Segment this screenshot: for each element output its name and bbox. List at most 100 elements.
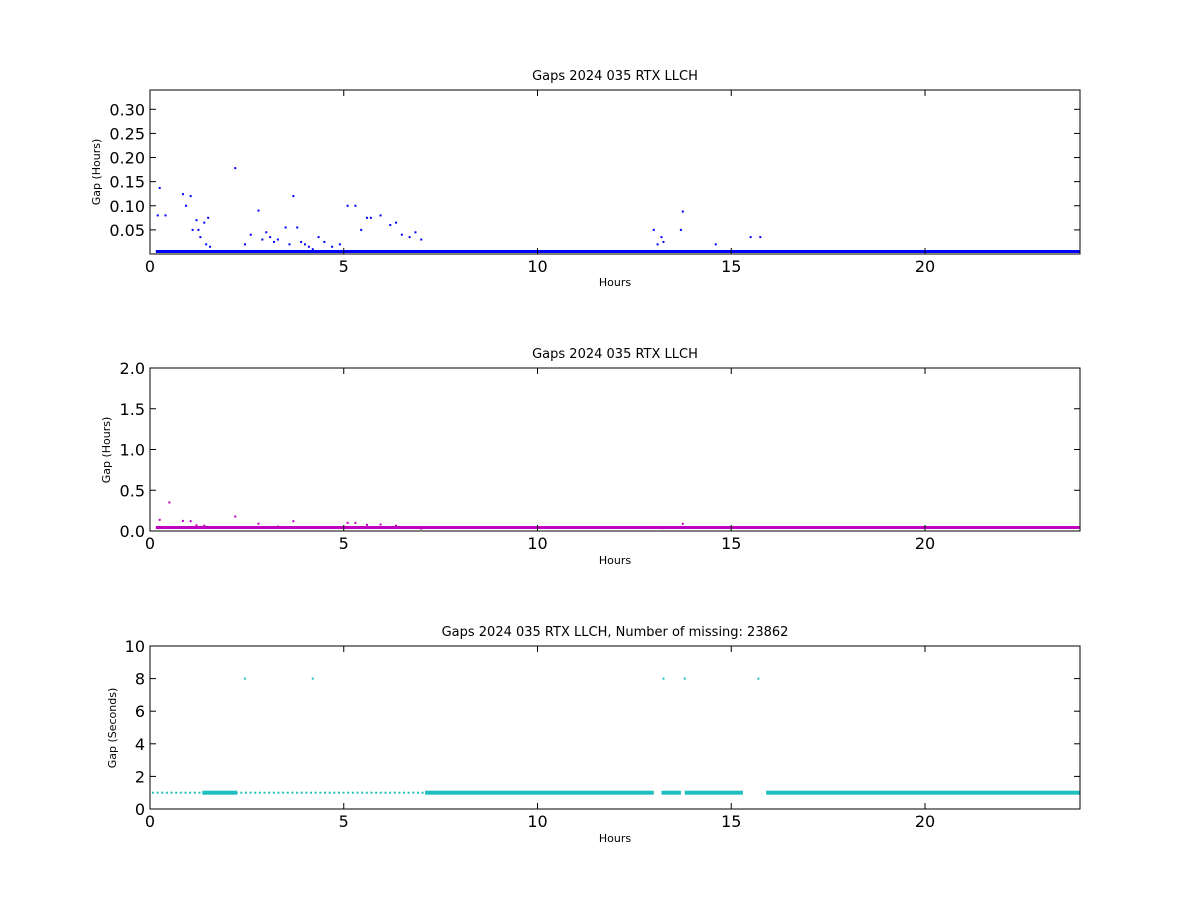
panel-1-data-point xyxy=(366,216,368,219)
panel-2-x-axis-label: Hours xyxy=(599,554,631,567)
panel-1-data-points xyxy=(155,167,1080,253)
panel-3-baseline-point xyxy=(398,791,401,794)
panel-1-data-point xyxy=(185,204,188,207)
panel-3-ticks: 0 5 10 15 20 0 2 4 6 8 10 xyxy=(125,637,1080,831)
panel-3-baseline-point xyxy=(333,791,336,794)
panel-3-baseline-point xyxy=(356,791,359,794)
panel-1-data-point xyxy=(273,240,275,243)
panel-3-baseline-point xyxy=(416,791,419,794)
panel-3-data-point xyxy=(662,677,665,680)
panel-1-data-point xyxy=(304,243,306,246)
panel-3-baseline-point xyxy=(310,791,313,794)
panel-1-data-point xyxy=(323,240,326,243)
panel-3-baseline-point xyxy=(235,791,238,794)
panel-3-baseline-point xyxy=(323,791,326,794)
panel-3-baseline-point xyxy=(296,791,299,794)
panel-1-title: Gaps 2024 035 RTX LLCH xyxy=(532,69,698,84)
panel-1-data-point xyxy=(354,204,357,207)
panel-3-baseline-point xyxy=(393,791,396,794)
panel-3-baseline-point xyxy=(170,791,173,794)
panel-2-data-point xyxy=(660,527,663,530)
panel-1-data-point xyxy=(195,219,198,222)
panel-3-baseline-segment xyxy=(684,790,743,795)
panel-3-baseline-point xyxy=(217,791,220,794)
panel-3-plot-frame xyxy=(149,645,1081,810)
panel-1-data-point xyxy=(395,221,398,224)
panel-2-data-point xyxy=(195,524,198,527)
panel-1-data-point xyxy=(317,236,320,239)
panel-3-baseline-point xyxy=(337,791,340,794)
panel-3-baseline-point xyxy=(272,791,275,794)
panel-1-data-point xyxy=(656,243,659,246)
panel-1-data-point xyxy=(311,248,314,251)
panel-1-data-point xyxy=(265,231,268,234)
panel-2-data-point xyxy=(189,520,192,523)
panel-3-baseline-point xyxy=(179,791,182,794)
panel-1-baseline-points xyxy=(155,250,1080,253)
panel-1-y-tick-label: 0.15 xyxy=(109,173,145,192)
panel-3-baseline-point xyxy=(230,791,233,794)
panel-2-baseline-points xyxy=(155,526,1080,529)
panel-2-data-point xyxy=(168,501,171,504)
panel-3-baseline-point xyxy=(258,791,261,794)
panel-3-y-tick-label: 10 xyxy=(125,637,145,656)
panel-1-data-point xyxy=(714,243,717,246)
panel-3-baseline-point xyxy=(286,791,289,794)
panel-1-data-point xyxy=(307,245,310,248)
panel-3-baseline-point xyxy=(207,791,210,794)
panel-3-baseline-point xyxy=(347,791,350,794)
panel-1-data-point xyxy=(414,231,417,234)
panel-3-x-tick-label: 0 xyxy=(145,812,155,831)
panel-1-data-point xyxy=(369,216,372,219)
panel-1-plot-frame xyxy=(149,89,1081,255)
panel-3-baseline-point xyxy=(305,791,308,794)
panel-3-baseline-point xyxy=(379,791,382,794)
panel-1-data-point xyxy=(276,238,279,241)
panel-1-data-point xyxy=(261,238,264,241)
panel-1-data-point xyxy=(338,243,341,246)
panel-1-data-point xyxy=(346,204,349,207)
panel-1-data-point xyxy=(191,228,194,231)
panel-3-data-point xyxy=(683,677,686,680)
panel-1-data-point xyxy=(164,214,167,217)
panel-3-gap-seconds: Gaps 2024 035 RTX LLCH, Number of missin… xyxy=(106,625,1081,845)
panel-3-data-point xyxy=(757,677,760,680)
panel-1-data-point xyxy=(331,245,334,248)
panel-1-data-point xyxy=(749,236,752,239)
panel-2-title: Gaps 2024 035 RTX LLCH xyxy=(532,347,698,362)
panel-2-data-point xyxy=(276,525,279,528)
panel-1-y-tick-label: 0.20 xyxy=(109,149,145,168)
panel-3-data-point xyxy=(311,677,314,680)
panel-1-data-point xyxy=(292,195,295,198)
panel-1-data-point xyxy=(257,209,260,212)
panel-3-baseline-point xyxy=(384,791,387,794)
panel-1-y-axis-label: Gap (Hours) xyxy=(90,139,103,206)
panel-3-baseline-point xyxy=(342,791,345,794)
panel-2-x-tick-label: 5 xyxy=(339,534,349,553)
panel-3-baseline-point xyxy=(221,791,224,794)
panel-1-data-point xyxy=(243,243,246,246)
panel-3-baseline-point xyxy=(403,791,406,794)
panel-1-data-point xyxy=(300,240,303,243)
panel-1-data-point xyxy=(679,228,682,231)
panel-3-baseline-point xyxy=(407,791,410,794)
panel-2-data-point xyxy=(158,518,161,521)
panel-2-data-point xyxy=(366,523,368,526)
panel-3-x-tick-label: 20 xyxy=(915,812,935,831)
panel-2-data-points xyxy=(155,501,1080,530)
panel-2-data-point xyxy=(346,521,349,524)
panel-3-baseline-segment xyxy=(425,790,654,795)
panel-3-baseline-point xyxy=(165,791,168,794)
panel-2-x-tick-label: 10 xyxy=(527,534,547,553)
panel-3-baseline-point xyxy=(189,791,192,794)
panel-3-x-tick-label: 10 xyxy=(527,812,547,831)
panel-1-data-point xyxy=(197,228,200,231)
panel-1-x-tick-label: 5 xyxy=(339,257,349,276)
panel-2-data-point xyxy=(257,522,260,525)
panel-1-data-point xyxy=(360,228,363,231)
panel-3-baseline-point xyxy=(300,791,303,794)
panel-2-y-tick-label: 1.0 xyxy=(120,441,145,460)
panel-1-data-point xyxy=(288,243,291,246)
panel-1-data-point xyxy=(660,236,663,239)
